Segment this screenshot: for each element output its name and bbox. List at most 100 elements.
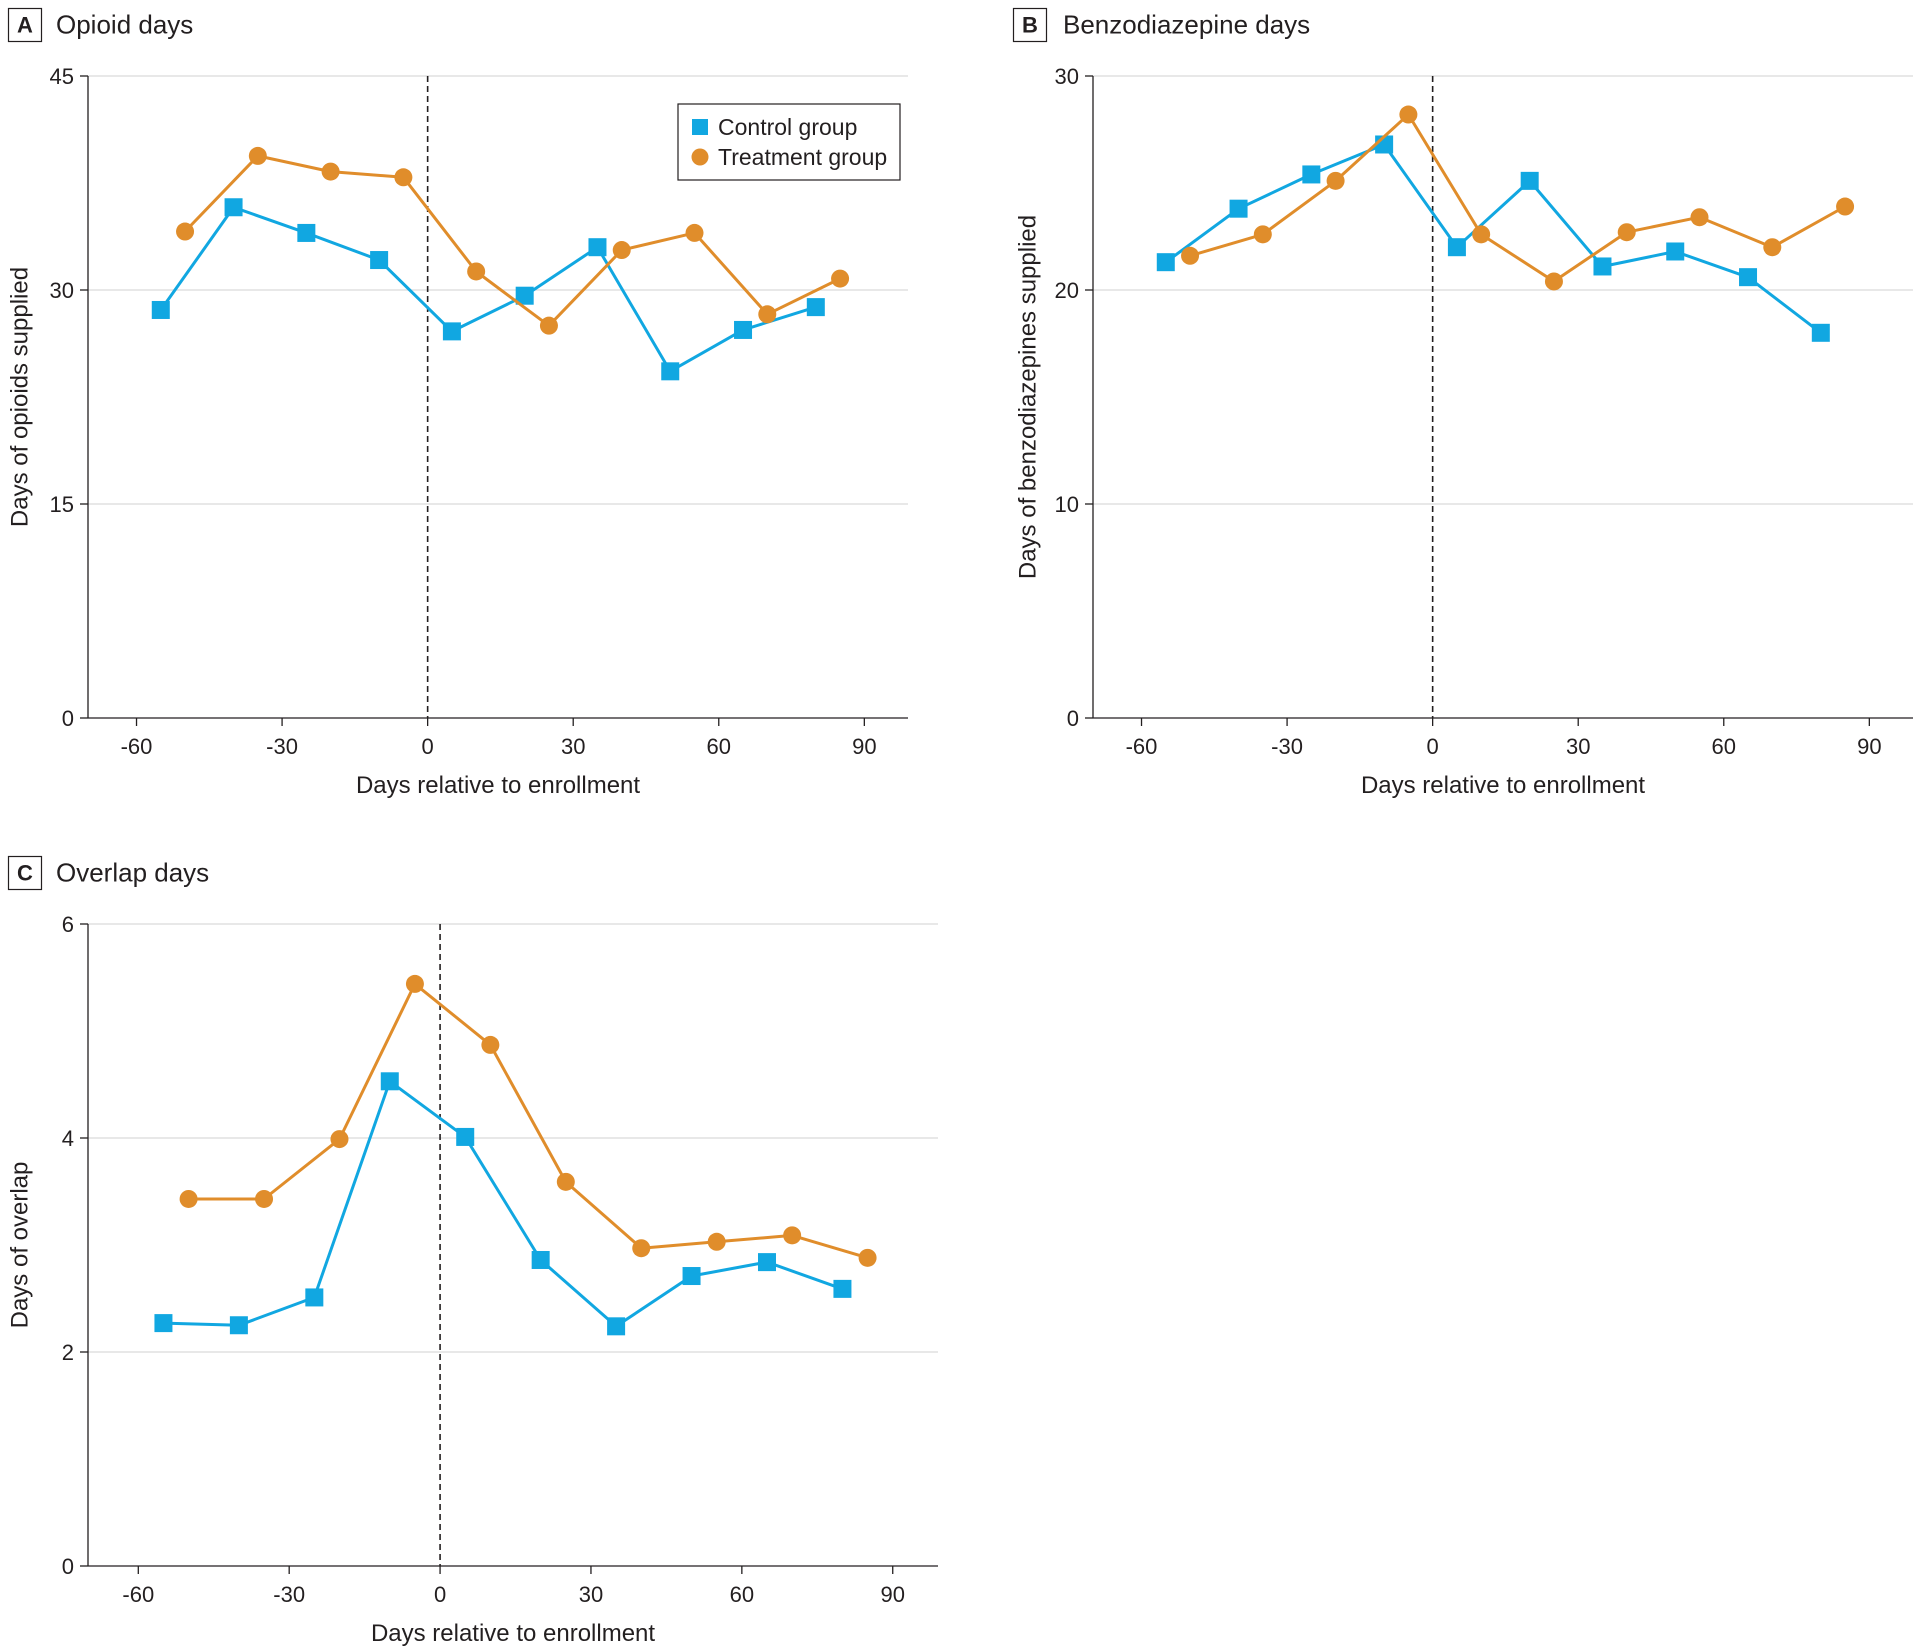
control-data-point xyxy=(305,1288,324,1307)
legend-control-marker xyxy=(692,119,708,135)
treatment-data-point xyxy=(758,305,777,324)
control-series-line xyxy=(1164,143,1822,334)
panel-letter: C xyxy=(17,861,33,886)
treatment-data-point xyxy=(556,1172,575,1191)
panel-title: Opioid days xyxy=(56,10,193,40)
y-axis-label: Days of opioids supplied xyxy=(7,267,34,527)
x-tick-label: 60 xyxy=(730,1582,754,1607)
control-data-point xyxy=(661,362,680,381)
y-tick-label: 4 xyxy=(62,1126,74,1151)
y-tick-label: 0 xyxy=(1067,706,1079,731)
treatment-data-point xyxy=(405,974,424,993)
treatment-data-point xyxy=(1836,197,1855,216)
panel-letter: B xyxy=(1022,13,1038,38)
control-data-point xyxy=(224,198,243,217)
control-data-point xyxy=(151,300,170,319)
x-tick-label: -30 xyxy=(266,734,298,759)
treatment-data-point xyxy=(1399,105,1418,124)
treatment-data-point xyxy=(1690,208,1709,227)
x-tick-label: 30 xyxy=(1566,734,1590,759)
x-tick-label: 60 xyxy=(707,734,731,759)
control-data-point xyxy=(531,1250,550,1269)
panel-letter: A xyxy=(17,13,33,38)
x-tick-label: 60 xyxy=(1712,734,1736,759)
x-tick-label: -60 xyxy=(122,1582,154,1607)
treatment-data-point xyxy=(1544,272,1563,291)
y-tick-label: 6 xyxy=(62,912,74,937)
treatment-data-point xyxy=(467,262,486,281)
control-data-point xyxy=(806,298,825,317)
treatment-data-point xyxy=(539,316,558,335)
legend-control-label: Control group xyxy=(718,114,857,140)
control-data-point xyxy=(1811,323,1830,342)
control-data-point xyxy=(1447,238,1466,257)
treatment-data-point xyxy=(1253,225,1272,244)
control-data-point xyxy=(380,1072,399,1091)
treatment-data-point xyxy=(612,241,631,260)
panel-letter-box xyxy=(7,855,43,891)
treatment-series-line xyxy=(183,154,841,328)
legend-treatment-marker xyxy=(691,148,709,166)
x-axis-label: Days relative to enrollment xyxy=(371,1620,655,1647)
control-data-point xyxy=(1229,199,1248,218)
treatment-data-point xyxy=(1181,246,1200,265)
treatment-data-point xyxy=(1326,171,1345,190)
panel-a: A Opioid days 0 15 30 45 -60 -30 0 30 60 90 Days rel… xyxy=(7,7,908,799)
treatment-data-point xyxy=(179,1189,198,1208)
treatment-data-point xyxy=(330,1130,349,1149)
treatment-data-point xyxy=(1617,223,1636,242)
control-series-line xyxy=(159,205,817,373)
treatment-data-point xyxy=(248,146,267,165)
x-axis-label: Days relative to enrollment xyxy=(356,772,640,799)
y-tick-label: 45 xyxy=(50,64,74,89)
x-tick-label: 90 xyxy=(880,1582,904,1607)
treatment-data-point xyxy=(858,1248,877,1267)
treatment-data-point xyxy=(176,222,195,241)
y-tick-label: 30 xyxy=(50,278,74,303)
control-data-point xyxy=(370,251,389,270)
y-axis-label: Days of benzodiazepines supplied xyxy=(1015,215,1042,579)
treatment-data-point xyxy=(394,168,413,187)
control-series-line xyxy=(163,1079,843,1328)
x-tick-label: 0 xyxy=(434,1582,446,1607)
y-tick-label: 15 xyxy=(50,492,74,517)
treatment-data-point xyxy=(1472,225,1491,244)
treatment-data-point xyxy=(783,1226,802,1245)
legend-treatment-label: Treatment group xyxy=(718,144,887,170)
control-data-point xyxy=(297,223,316,242)
treatment-data-point xyxy=(632,1239,651,1258)
treatment-data-point xyxy=(685,223,704,242)
x-tick-label: 0 xyxy=(422,734,434,759)
x-tick-label: 90 xyxy=(1857,734,1881,759)
control-data-point xyxy=(607,1317,626,1336)
control-data-point xyxy=(833,1279,852,1298)
treatment-series-line xyxy=(1189,113,1846,283)
legend-box xyxy=(677,103,901,181)
control-data-point xyxy=(1593,257,1612,276)
control-data-point xyxy=(1302,165,1321,184)
x-tick-label: 0 xyxy=(1427,734,1439,759)
x-tick-label: -30 xyxy=(273,1582,305,1607)
control-data-point xyxy=(1156,253,1175,272)
control-data-point xyxy=(1739,268,1758,287)
panel-title: Benzodiazepine days xyxy=(1063,10,1310,40)
control-data-point xyxy=(757,1253,776,1272)
treatment-data-point xyxy=(707,1232,726,1251)
control-data-point xyxy=(734,320,753,339)
control-data-point xyxy=(154,1314,173,1333)
y-tick-label: 2 xyxy=(62,1340,74,1365)
control-data-point xyxy=(1520,171,1539,190)
treatment-data-point xyxy=(831,269,850,288)
x-tick-label: -60 xyxy=(1126,734,1158,759)
panel-b: B Benzodiazepine days 0 10 20 30 -60 -30 0 30 60 90… xyxy=(1012,7,1913,799)
x-axis-label: Days relative to enrollment xyxy=(1361,772,1645,799)
x-tick-label: -60 xyxy=(121,734,153,759)
x-tick-label: -30 xyxy=(1271,734,1303,759)
control-data-point xyxy=(442,322,461,341)
panel-title: Overlap days xyxy=(56,858,209,888)
y-tick-label: 20 xyxy=(1055,278,1079,303)
control-data-point xyxy=(229,1316,248,1335)
treatment-data-point xyxy=(481,1035,500,1054)
treatment-data-point xyxy=(321,162,340,181)
